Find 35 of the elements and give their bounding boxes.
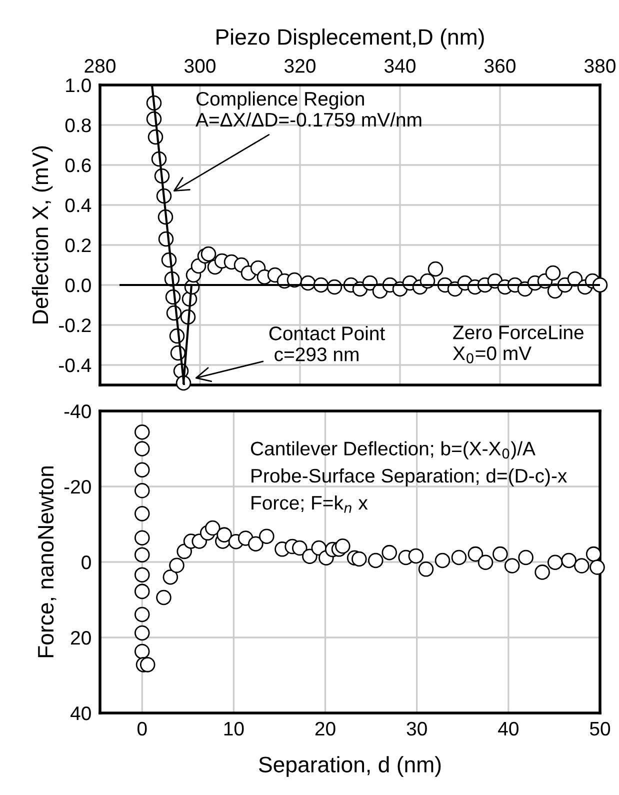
- x-tick-label: 360: [484, 59, 516, 73]
- x-tick-label: 380: [584, 59, 616, 73]
- x-tick-label: 280: [84, 59, 116, 73]
- x-tick-label: 10: [224, 722, 244, 736]
- annotation: Complience Region A=ΔX/ΔD=-0.1759 mV/nm: [196, 91, 422, 127]
- x-tick-label: 320: [284, 59, 316, 73]
- y-tick-label: 20: [71, 630, 91, 645]
- y-tick-label: 0.4: [65, 198, 92, 212]
- annotation: Contact Point c=293 nm: [269, 326, 385, 362]
- annotation: Force; F=k$_{n}$ x: [252, 495, 368, 513]
- annotation: Probe-Surface Separation; d=(D-c)-x: [252, 468, 567, 487]
- y-tick-label: -0.4: [59, 358, 92, 372]
- y-tick-label: -40: [64, 404, 91, 418]
- y-axis-title: Deflection X, (mV): [32, 146, 53, 324]
- x-tick-label: 30: [406, 722, 427, 736]
- y-tick-label: 1.0: [66, 78, 91, 92]
- x-tick-label: 0: [137, 722, 147, 736]
- y-axis-title: Force, nanoNewton: [38, 466, 56, 658]
- y-tick-label: 0.8: [65, 118, 91, 132]
- y-tick-label: 0.0: [65, 278, 91, 292]
- y-tick-label: -20: [64, 480, 91, 494]
- x-tick-label: 340: [384, 59, 416, 73]
- x-axis-title: Separation, d (nm): [259, 756, 441, 777]
- x-tick-label: 50: [590, 722, 610, 736]
- x-axis-title: Piezo Displecement,D (nm): [216, 28, 484, 50]
- x-tick-label: 20: [315, 722, 336, 736]
- x-tick-label: 300: [184, 59, 216, 73]
- x-tick-label: 40: [498, 722, 518, 736]
- y-tick-label: -0.2: [59, 318, 91, 332]
- y-tick-label: 0.2: [65, 238, 91, 252]
- annotation: Cantilever Deflection; b=(X-X$_{0}$)/A: [250, 441, 536, 460]
- y-tick-label: 0.6: [65, 158, 91, 172]
- annotation: Zero ForceLine X$_{0}$=0 mV: [452, 325, 584, 364]
- y-tick-label: 0: [82, 555, 91, 570]
- y-tick-label: 40: [70, 706, 91, 720]
